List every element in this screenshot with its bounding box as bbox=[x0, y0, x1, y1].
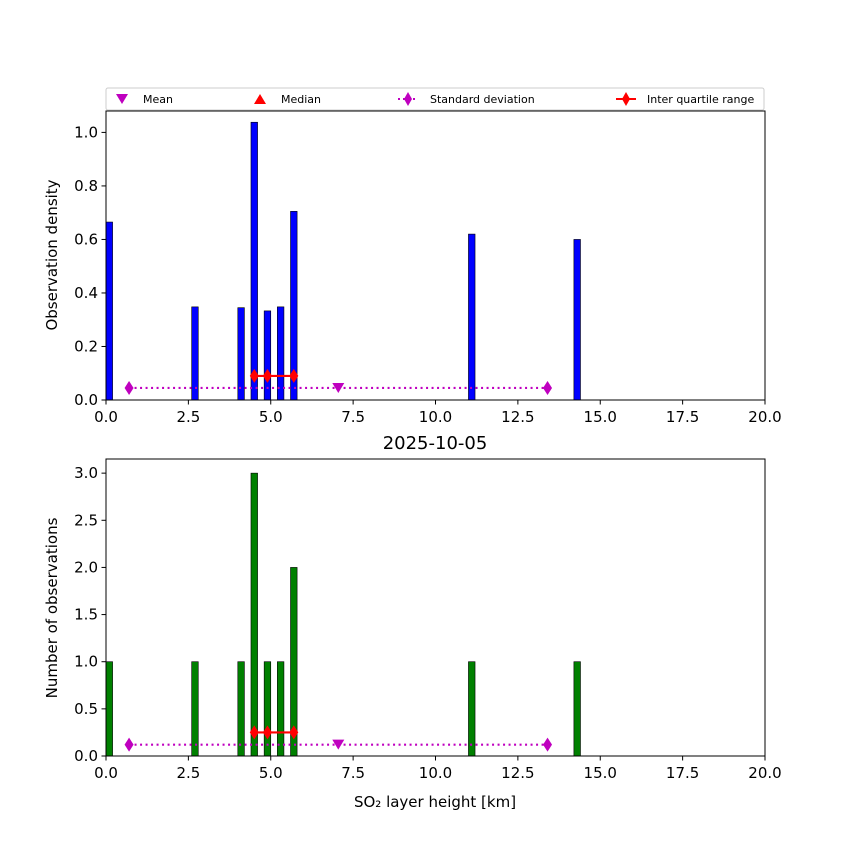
density-bar bbox=[468, 233, 476, 401]
legend: Mean Median Standard deviation Inter qua… bbox=[105, 87, 765, 111]
legend-iqr-marker bbox=[622, 92, 630, 106]
count-y-tick-label: 2.0 bbox=[74, 558, 98, 576]
density-bar bbox=[105, 221, 113, 401]
density-x-tick-label: 15.0 bbox=[584, 408, 617, 426]
density-x-tick-label: 17.5 bbox=[666, 408, 699, 426]
count-x-tick-label: 5.0 bbox=[259, 764, 283, 782]
density-panel: 0.0 2.5 5.0 7.5 10.0 12.5 15.0 17.5 20.0 0.00.20… bbox=[43, 110, 782, 426]
density-stats-markers bbox=[124, 368, 553, 395]
count-iqr-low-marker bbox=[249, 725, 259, 740]
density-y-tick-label: 0.8 bbox=[74, 177, 98, 195]
count-x-tick-label: 17.5 bbox=[666, 764, 699, 782]
count-bar bbox=[191, 661, 199, 757]
count-bar bbox=[468, 661, 476, 757]
density-y-tick-label: 0.2 bbox=[74, 337, 98, 355]
density-mean-marker bbox=[332, 382, 345, 393]
count-panel: 2025-10-05 0.0 2.5 5.0 7.5 10.0 12.5 15.0 17.5 2… bbox=[43, 433, 782, 811]
legend-median-label: Median bbox=[281, 93, 321, 106]
count-y-ticks: 0.0 0.5 1.0 1.5 2.0 2.5 3.0 bbox=[74, 464, 106, 765]
density-bar bbox=[263, 310, 272, 401]
legend-mean-marker bbox=[116, 94, 128, 104]
legend-median-marker bbox=[254, 94, 266, 104]
count-y-axis-label: Number of observations bbox=[43, 517, 61, 698]
count-iqr-high-marker bbox=[289, 725, 299, 740]
count-x-tick-label: 12.5 bbox=[501, 764, 534, 782]
density-bar bbox=[191, 306, 199, 401]
legend-frame bbox=[105, 87, 765, 111]
count-y-tick-label: 0.5 bbox=[74, 700, 98, 718]
count-x-tick-label: 20.0 bbox=[748, 764, 781, 782]
count-mean-marker bbox=[332, 739, 345, 750]
count-x-axis-label: SO₂ layer height [km] bbox=[354, 793, 516, 811]
count-panel-title: 2025-10-05 bbox=[383, 433, 488, 454]
density-x-tick-label: 2.5 bbox=[176, 408, 200, 426]
density-y-tick-label: 0.0 bbox=[74, 391, 98, 409]
count-y-tick-label: 1.5 bbox=[74, 606, 98, 624]
density-iqr-high-marker bbox=[289, 368, 299, 383]
density-x-tick-label: 20.0 bbox=[748, 408, 781, 426]
density-y-ticks: 0.0 0.2 0.4 0.6 0.8 1.0 bbox=[74, 123, 106, 409]
density-bar bbox=[277, 306, 285, 401]
density-x-tick-label: 7.5 bbox=[341, 408, 365, 426]
count-bar bbox=[277, 661, 285, 757]
density-y-tick-label: 0.6 bbox=[74, 230, 98, 248]
count-stats-markers bbox=[124, 725, 553, 752]
count-bar bbox=[573, 661, 581, 757]
legend-std-marker bbox=[404, 92, 412, 106]
count-bar bbox=[105, 661, 113, 757]
count-bar bbox=[250, 472, 258, 757]
density-std-low-marker bbox=[124, 380, 134, 395]
density-x-tick-label: 0.0 bbox=[94, 408, 118, 426]
count-y-tick-label: 1.0 bbox=[74, 653, 98, 671]
density-y-tick-label: 0.4 bbox=[74, 284, 98, 302]
density-bar bbox=[573, 239, 581, 401]
count-y-tick-label: 3.0 bbox=[74, 464, 98, 482]
legend-mean-label: Mean bbox=[143, 93, 173, 106]
count-x-tick-label: 15.0 bbox=[584, 764, 617, 782]
count-std-high-marker bbox=[543, 737, 553, 752]
legend-iqr-label: Inter quartile range bbox=[647, 93, 754, 106]
count-median-marker bbox=[262, 725, 272, 740]
density-y-axis-label: Observation density bbox=[43, 179, 61, 330]
count-x-tick-label: 0.0 bbox=[94, 764, 118, 782]
density-x-tick-label: 10.0 bbox=[419, 408, 452, 426]
density-std-high-marker bbox=[543, 380, 553, 395]
count-x-tick-label: 10.0 bbox=[419, 764, 452, 782]
density-x-ticks: 0.0 2.5 5.0 7.5 10.0 12.5 15.0 17.5 20.0 bbox=[94, 400, 782, 426]
count-std-low-marker bbox=[124, 737, 134, 752]
density-bar bbox=[250, 121, 258, 401]
count-bar bbox=[237, 661, 245, 757]
count-y-tick-label: 0.0 bbox=[74, 747, 98, 765]
density-bar bbox=[237, 307, 245, 401]
count-x-ticks: 0.0 2.5 5.0 7.5 10.0 12.5 15.0 17.5 20.0 bbox=[94, 756, 782, 782]
count-y-tick-label: 2.5 bbox=[74, 511, 98, 529]
density-x-tick-label: 5.0 bbox=[259, 408, 283, 426]
count-x-tick-label: 2.5 bbox=[176, 764, 200, 782]
legend-std-label: Standard deviation bbox=[430, 93, 535, 106]
density-y-tick-label: 1.0 bbox=[74, 123, 98, 141]
density-median-marker bbox=[262, 368, 272, 383]
count-x-tick-label: 7.5 bbox=[341, 764, 365, 782]
density-iqr-low-marker bbox=[249, 368, 259, 383]
count-bar bbox=[263, 661, 272, 757]
density-x-tick-label: 12.5 bbox=[501, 408, 534, 426]
